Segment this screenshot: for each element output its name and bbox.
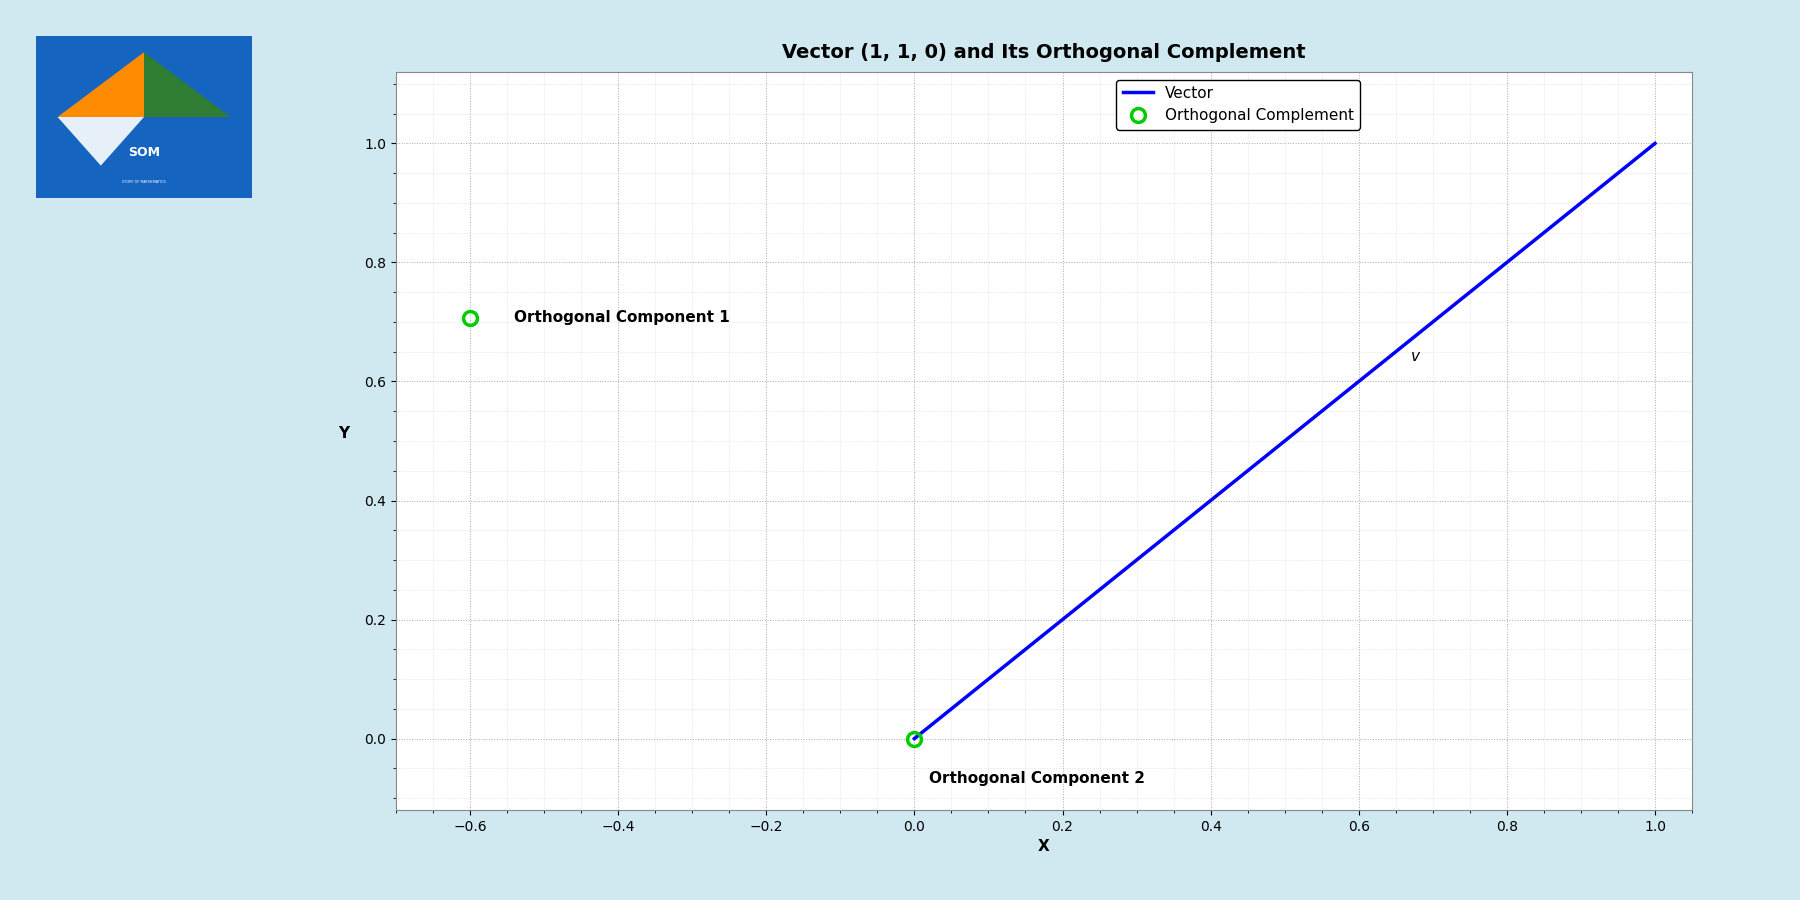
Text: Orthogonal Component 2: Orthogonal Component 2 bbox=[929, 771, 1145, 787]
Legend: Vector, Orthogonal Complement: Vector, Orthogonal Complement bbox=[1116, 79, 1361, 130]
Title: Vector (1, 1, 0) and Its Orthogonal Complement: Vector (1, 1, 0) and Its Orthogonal Comp… bbox=[783, 43, 1305, 62]
Text: SOM: SOM bbox=[128, 146, 160, 159]
Line: Orthogonal Complement: Orthogonal Complement bbox=[463, 310, 922, 745]
Y-axis label: Y: Y bbox=[338, 426, 349, 441]
Text: Orthogonal Component 1: Orthogonal Component 1 bbox=[515, 310, 731, 325]
Orthogonal Complement bbox=[459, 312, 481, 323]
Orthogonal Complement bbox=[904, 734, 925, 744]
X-axis label: X: X bbox=[1039, 840, 1049, 854]
Text: v: v bbox=[1411, 348, 1420, 364]
Polygon shape bbox=[144, 52, 230, 117]
FancyBboxPatch shape bbox=[25, 28, 263, 206]
Polygon shape bbox=[58, 117, 144, 166]
Polygon shape bbox=[58, 52, 144, 117]
Text: STORY OF MATHEMATICS: STORY OF MATHEMATICS bbox=[122, 180, 166, 184]
